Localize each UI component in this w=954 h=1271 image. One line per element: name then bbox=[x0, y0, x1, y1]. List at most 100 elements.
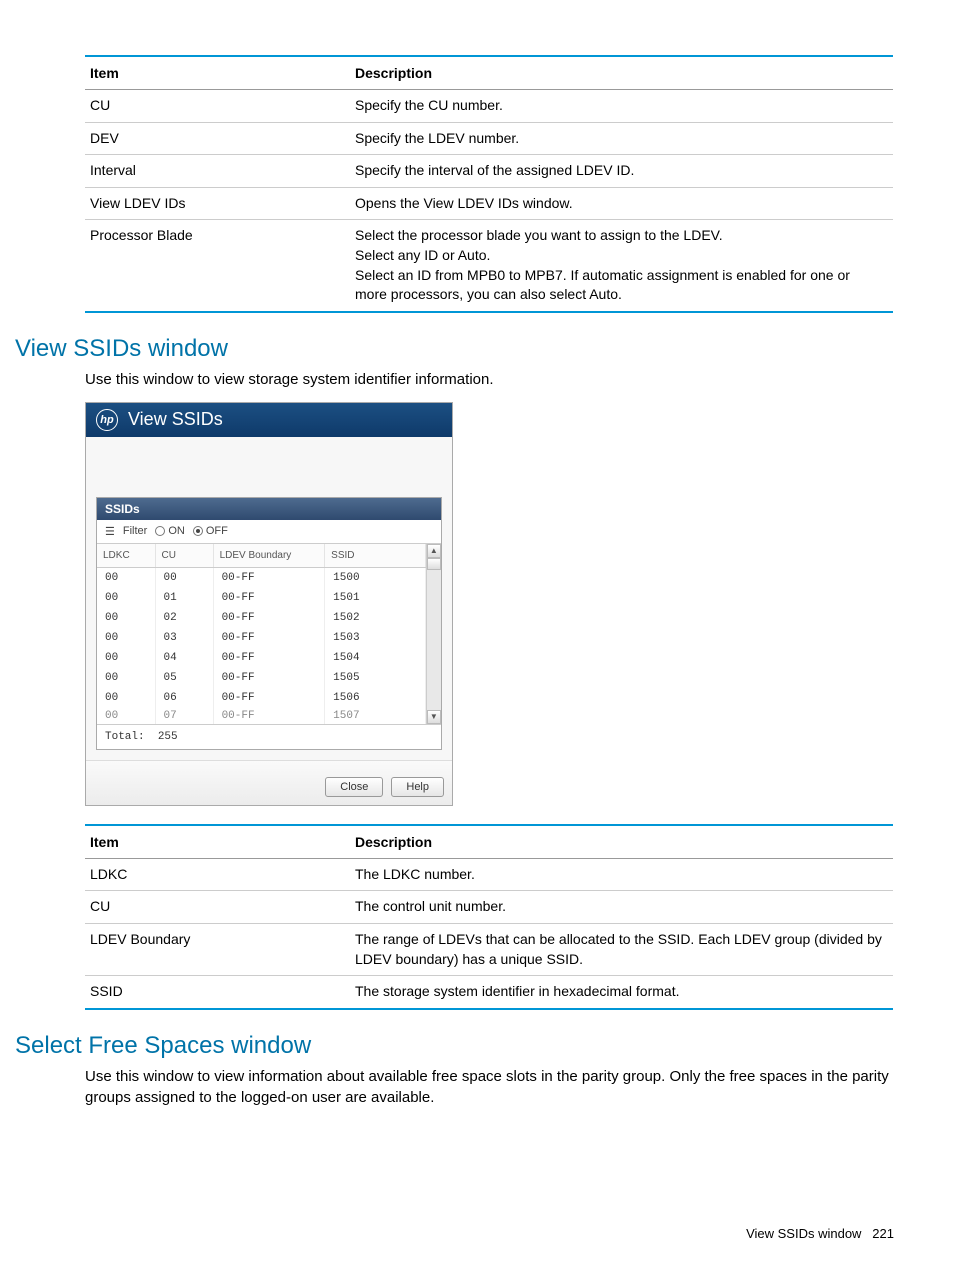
cell-item: LDEV Boundary bbox=[85, 923, 350, 975]
filter-label: Filter bbox=[123, 525, 147, 537]
ssid-row[interactable]: 000600-FF1506 bbox=[97, 688, 425, 708]
ssid-cell-boundary: 00-FF bbox=[213, 708, 325, 724]
cell-desc: The storage system identifier in hexadec… bbox=[350, 976, 893, 1009]
table-row: View LDEV IDsOpens the View LDEV IDs win… bbox=[85, 187, 893, 220]
ssid-cell-boundary: 00-FF bbox=[213, 608, 325, 628]
col-cu[interactable]: CU bbox=[155, 544, 213, 568]
table2-body: LDKCThe LDKC number.CUThe control unit n… bbox=[85, 858, 893, 1008]
scrollbar[interactable]: ▲ ▼ bbox=[426, 544, 441, 724]
ssid-cell-boundary: 00-FF bbox=[213, 588, 325, 608]
ssid-cell-ssid: 1501 bbox=[325, 588, 426, 608]
cell-item: DEV bbox=[85, 122, 350, 155]
help-button[interactable]: Help bbox=[391, 777, 444, 797]
cell-item: CU bbox=[85, 90, 350, 123]
dialog-footer: Close Help bbox=[86, 760, 452, 805]
table-row: SSIDThe storage system identifier in hex… bbox=[85, 976, 893, 1009]
col-ssid[interactable]: SSID bbox=[325, 544, 426, 568]
col-ldkc[interactable]: LDKC bbox=[97, 544, 155, 568]
cell-item: Processor Blade bbox=[85, 220, 350, 312]
table1-body: CUSpecify the CU number.DEVSpecify the L… bbox=[85, 90, 893, 312]
ssid-cell-cu: 04 bbox=[155, 648, 213, 668]
th-item: Item bbox=[85, 825, 350, 859]
ssid-cell-cu: 02 bbox=[155, 608, 213, 628]
ssid-cell-ldkc: 00 bbox=[97, 567, 155, 588]
ssids-grid-body: 000000-FF1500000100-FF1501000200-FF15020… bbox=[97, 567, 425, 724]
table-row: LDKCThe LDKC number. bbox=[85, 858, 893, 891]
filter-collapse-icon[interactable]: ☰ bbox=[105, 525, 115, 538]
table-row: CUSpecify the CU number. bbox=[85, 90, 893, 123]
th-desc: Description bbox=[350, 825, 893, 859]
ssids-panel-header: SSIDs bbox=[97, 498, 441, 520]
col-boundary[interactable]: LDEV Boundary bbox=[213, 544, 325, 568]
ssid-cell-ssid: 1505 bbox=[325, 668, 426, 688]
ssid-cell-ldkc: 00 bbox=[97, 628, 155, 648]
cell-item: SSID bbox=[85, 976, 350, 1009]
heading-select-free-spaces: Select Free Spaces window bbox=[15, 1032, 894, 1060]
cell-desc: The range of LDEVs that can be allocated… bbox=[350, 923, 893, 975]
scroll-down-icon[interactable]: ▼ bbox=[427, 710, 441, 724]
filter-radio-off[interactable]: OFF bbox=[193, 525, 228, 537]
ssid-cell-cu: 01 bbox=[155, 588, 213, 608]
cell-item: CU bbox=[85, 891, 350, 924]
ssid-cell-boundary: 00-FF bbox=[213, 628, 325, 648]
filter-radio-on[interactable]: ON bbox=[155, 525, 185, 537]
total-row: Total: 255 bbox=[97, 724, 441, 749]
ssid-row[interactable]: 000300-FF1503 bbox=[97, 628, 425, 648]
ssid-cell-boundary: 00-FF bbox=[213, 688, 325, 708]
ssid-cell-cu: 00 bbox=[155, 567, 213, 588]
ssid-row[interactable]: 000400-FF1504 bbox=[97, 648, 425, 668]
filter-bar: ☰ Filter ON OFF bbox=[97, 520, 441, 544]
ssid-cell-ldkc: 00 bbox=[97, 648, 155, 668]
ssid-row[interactable]: 000200-FF1502 bbox=[97, 608, 425, 628]
ssids-grid: LDKC CU LDEV Boundary SSID 000000-FF1500… bbox=[97, 544, 426, 724]
dialog-titlebar: hp View SSIDs bbox=[86, 403, 452, 437]
scroll-up-icon[interactable]: ▲ bbox=[427, 544, 441, 558]
ssid-cell-ssid: 1500 bbox=[325, 567, 426, 588]
cell-item: Interval bbox=[85, 155, 350, 188]
ssid-cell-boundary: 00-FF bbox=[213, 648, 325, 668]
ssid-cell-cu: 07 bbox=[155, 708, 213, 724]
ssid-cell-ldkc: 00 bbox=[97, 688, 155, 708]
th-item: Item bbox=[85, 56, 350, 90]
th-desc: Description bbox=[350, 56, 893, 90]
view-ssids-dialog: hp View SSIDs SSIDs ☰ Filter ON OFF LDKC… bbox=[85, 402, 453, 806]
cell-desc: Select the processor blade you want to a… bbox=[350, 220, 893, 312]
table-row: DEVSpecify the LDEV number. bbox=[85, 122, 893, 155]
ssid-cell-ssid: 1507 bbox=[325, 708, 426, 724]
ssid-cell-boundary: 00-FF bbox=[213, 668, 325, 688]
item-desc-table-2: Item Description LDKCThe LDKC number.CUT… bbox=[85, 824, 893, 1010]
cell-desc: Specify the interval of the assigned LDE… bbox=[350, 155, 893, 188]
cell-desc: The control unit number. bbox=[350, 891, 893, 924]
cell-desc: The LDKC number. bbox=[350, 858, 893, 891]
ssid-row[interactable]: 000700-FF1507 bbox=[97, 708, 425, 724]
scroll-thumb[interactable] bbox=[427, 558, 441, 570]
intro-select-free-spaces: Use this window to view information abou… bbox=[85, 1066, 893, 1108]
table-row: LDEV BoundaryThe range of LDEVs that can… bbox=[85, 923, 893, 975]
hp-logo-icon: hp bbox=[96, 409, 118, 431]
ssid-cell-ldkc: 00 bbox=[97, 588, 155, 608]
dialog-title: View SSIDs bbox=[128, 409, 223, 430]
cell-desc: Opens the View LDEV IDs window. bbox=[350, 187, 893, 220]
cell-desc: Specify the LDEV number. bbox=[350, 122, 893, 155]
page-footer: View SSIDs window 221 bbox=[746, 1226, 894, 1241]
cell-item: View LDEV IDs bbox=[85, 187, 350, 220]
ssid-cell-ldkc: 00 bbox=[97, 668, 155, 688]
ssid-cell-ssid: 1502 bbox=[325, 608, 426, 628]
ssid-row[interactable]: 000500-FF1505 bbox=[97, 668, 425, 688]
table-row: Processor BladeSelect the processor blad… bbox=[85, 220, 893, 312]
ssid-cell-cu: 03 bbox=[155, 628, 213, 648]
ssids-panel: SSIDs ☰ Filter ON OFF LDKC CU LDEV Bound… bbox=[96, 497, 442, 750]
ssid-row[interactable]: 000000-FF1500 bbox=[97, 567, 425, 588]
ssid-cell-ssid: 1506 bbox=[325, 688, 426, 708]
ssid-cell-ssid: 1503 bbox=[325, 628, 426, 648]
intro-view-ssids: Use this window to view storage system i… bbox=[85, 369, 893, 390]
table-row: CUThe control unit number. bbox=[85, 891, 893, 924]
table-row: IntervalSpecify the interval of the assi… bbox=[85, 155, 893, 188]
ssid-cell-ssid: 1504 bbox=[325, 648, 426, 668]
close-button[interactable]: Close bbox=[325, 777, 383, 797]
item-desc-table-1: Item Description CUSpecify the CU number… bbox=[85, 55, 893, 313]
ssid-cell-ldkc: 00 bbox=[97, 608, 155, 628]
ssid-row[interactable]: 000100-FF1501 bbox=[97, 588, 425, 608]
cell-item: LDKC bbox=[85, 858, 350, 891]
heading-view-ssids: View SSIDs window bbox=[15, 335, 894, 363]
